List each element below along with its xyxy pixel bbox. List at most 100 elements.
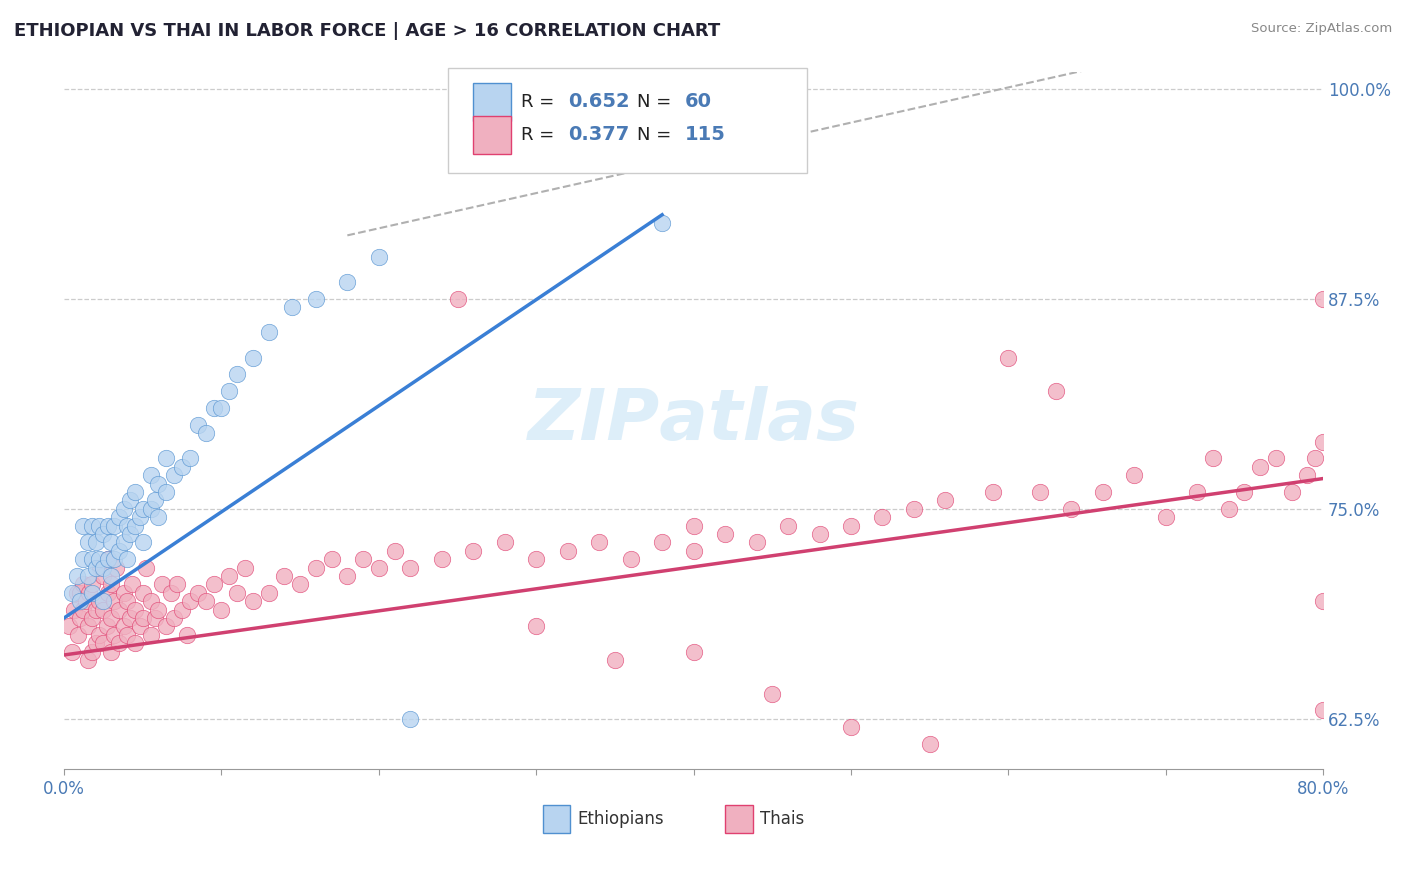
Point <box>651 216 673 230</box>
Text: 0.377: 0.377 <box>568 125 628 145</box>
Point <box>93 636 115 650</box>
Text: ZIP​atlas: ZIP​atlas <box>527 386 859 455</box>
Point <box>82 611 104 625</box>
Point <box>104 560 127 574</box>
Point <box>155 619 177 633</box>
Point <box>135 560 157 574</box>
Text: Ethiopians: Ethiopians <box>578 811 665 829</box>
Point <box>761 687 783 701</box>
Point <box>66 586 89 600</box>
Point <box>226 586 249 600</box>
FancyBboxPatch shape <box>725 805 752 833</box>
Point <box>336 275 359 289</box>
Point <box>82 586 104 600</box>
Point <box>172 459 194 474</box>
Point <box>233 560 256 574</box>
Point <box>179 451 201 466</box>
Point <box>273 569 295 583</box>
Point <box>257 586 280 600</box>
Point <box>305 560 328 574</box>
Point <box>108 636 131 650</box>
Point <box>620 552 643 566</box>
Text: ETHIOPIAN VS THAI IN LABOR FORCE | AGE > 16 CORRELATION CHART: ETHIOPIAN VS THAI IN LABOR FORCE | AGE >… <box>14 22 720 40</box>
Point <box>82 552 104 566</box>
Point <box>112 586 135 600</box>
Point <box>82 518 104 533</box>
Point <box>209 602 232 616</box>
Point <box>160 586 183 600</box>
Point <box>1264 451 1286 466</box>
Point <box>87 518 110 533</box>
Point <box>97 586 120 600</box>
Point <box>124 485 146 500</box>
Point <box>430 552 453 566</box>
Point <box>367 560 389 574</box>
Point <box>155 485 177 500</box>
Point <box>108 602 131 616</box>
Point <box>1091 485 1114 500</box>
Point <box>93 569 115 583</box>
Point <box>82 644 104 658</box>
Point <box>1312 594 1334 608</box>
Point <box>399 712 422 726</box>
Point <box>557 543 579 558</box>
Point <box>115 552 138 566</box>
Point <box>139 501 162 516</box>
Point <box>97 518 120 533</box>
Point <box>124 636 146 650</box>
Point <box>143 493 166 508</box>
Point <box>76 619 98 633</box>
Point <box>997 351 1019 365</box>
Point <box>139 594 162 608</box>
Point <box>60 644 83 658</box>
Point <box>103 518 125 533</box>
Point <box>128 510 150 524</box>
Point <box>58 619 80 633</box>
Point <box>132 586 155 600</box>
Point <box>139 468 162 483</box>
Point <box>93 560 115 574</box>
Point <box>367 250 389 264</box>
Point <box>714 527 737 541</box>
Point <box>124 602 146 616</box>
Point <box>93 602 115 616</box>
Point <box>981 485 1004 500</box>
Point <box>934 493 956 508</box>
Point <box>132 535 155 549</box>
Point <box>682 644 704 658</box>
Point <box>336 569 359 583</box>
Point <box>1312 796 1334 810</box>
Point <box>588 535 610 549</box>
Point <box>202 401 225 415</box>
Point <box>918 737 941 751</box>
Point <box>321 552 343 566</box>
Text: N =: N = <box>637 93 676 111</box>
Point <box>75 594 97 608</box>
Point <box>100 535 122 549</box>
Point <box>97 552 120 566</box>
Point <box>288 577 311 591</box>
Point <box>108 510 131 524</box>
Point <box>124 518 146 533</box>
Point <box>1029 485 1052 500</box>
Point <box>108 543 131 558</box>
Point <box>155 451 177 466</box>
Point <box>120 493 142 508</box>
Point <box>84 535 107 549</box>
Point <box>1202 451 1225 466</box>
Point <box>93 527 115 541</box>
Point <box>72 552 94 566</box>
Point <box>257 326 280 340</box>
Point <box>143 611 166 625</box>
Point <box>808 527 831 541</box>
Point <box>187 417 209 432</box>
Point <box>745 535 768 549</box>
FancyBboxPatch shape <box>474 83 510 121</box>
FancyBboxPatch shape <box>543 805 571 833</box>
Point <box>1045 384 1067 399</box>
Point <box>148 476 170 491</box>
FancyBboxPatch shape <box>474 116 510 154</box>
Point <box>839 720 862 734</box>
Point <box>76 535 98 549</box>
Point <box>84 560 107 574</box>
